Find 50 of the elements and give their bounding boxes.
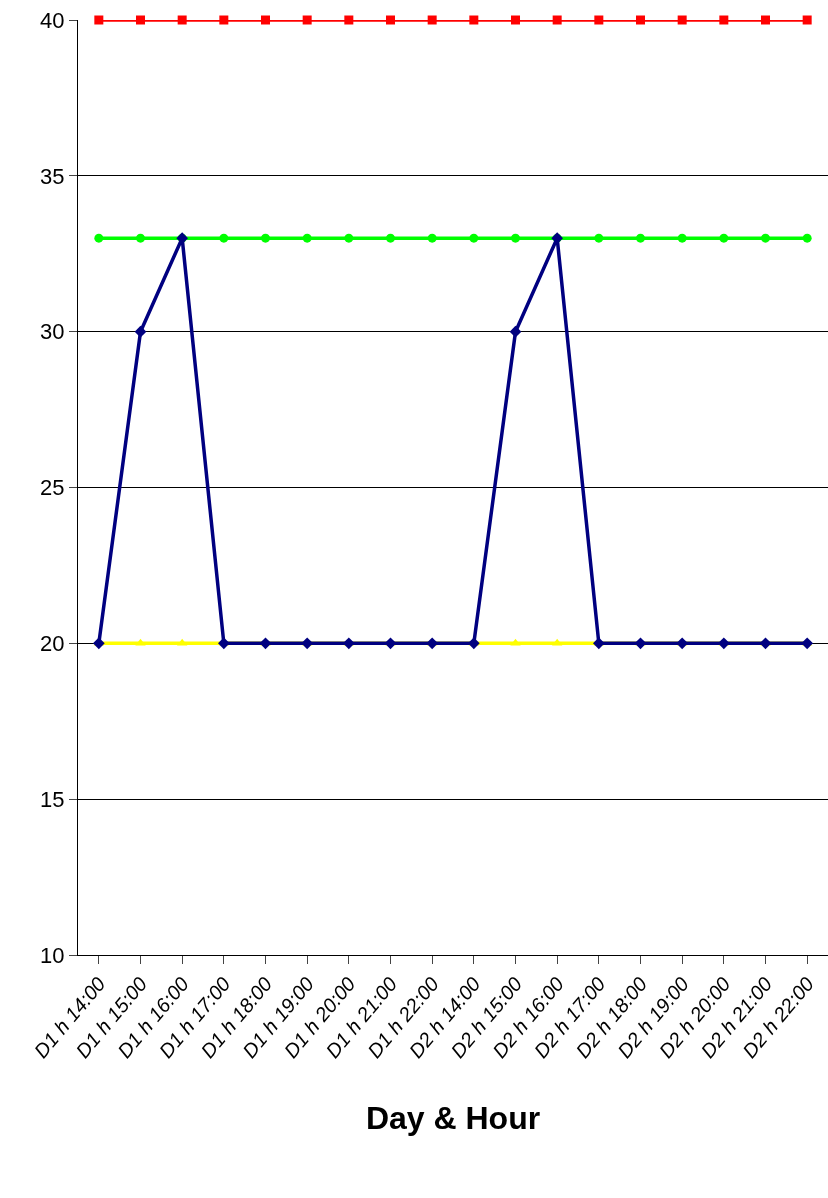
point — [719, 233, 729, 243]
y-tick-label: 25 — [40, 475, 65, 501]
point — [136, 15, 145, 25]
point — [217, 637, 230, 650]
point — [136, 233, 145, 243]
point — [386, 15, 395, 25]
point — [511, 233, 520, 243]
point — [802, 15, 812, 25]
y-tick-label: 15 — [40, 786, 65, 812]
point — [719, 15, 729, 25]
point — [636, 15, 645, 25]
point — [344, 15, 354, 25]
point — [509, 325, 522, 338]
point — [219, 15, 229, 25]
x-axis-title: Day & Hour — [365, 1099, 541, 1136]
point — [177, 15, 187, 25]
point — [469, 15, 479, 25]
y-tick-label: 30 — [40, 319, 65, 345]
point — [134, 325, 147, 338]
point — [344, 233, 354, 243]
y-tick-label: 10 — [40, 942, 65, 968]
point — [261, 15, 270, 25]
point — [636, 233, 645, 243]
point — [677, 233, 687, 243]
point — [92, 637, 105, 650]
point — [552, 15, 562, 25]
point — [386, 233, 395, 243]
point — [594, 233, 604, 243]
point — [302, 233, 312, 243]
y-tick-label: 20 — [40, 631, 65, 657]
point — [761, 15, 770, 25]
point — [510, 638, 521, 646]
point — [261, 233, 270, 243]
point — [592, 637, 605, 650]
point — [511, 15, 520, 25]
y-tick-label: 35 — [40, 163, 65, 189]
point — [761, 233, 770, 243]
point — [219, 233, 229, 243]
point — [94, 233, 104, 243]
point — [801, 637, 814, 650]
point — [802, 233, 812, 243]
point — [677, 15, 687, 25]
point — [594, 15, 604, 25]
point — [427, 233, 437, 243]
point — [135, 638, 146, 646]
y-tick-label: 40 — [40, 7, 65, 33]
point — [94, 15, 104, 25]
point — [302, 15, 312, 25]
point — [469, 233, 479, 243]
point — [427, 15, 437, 25]
